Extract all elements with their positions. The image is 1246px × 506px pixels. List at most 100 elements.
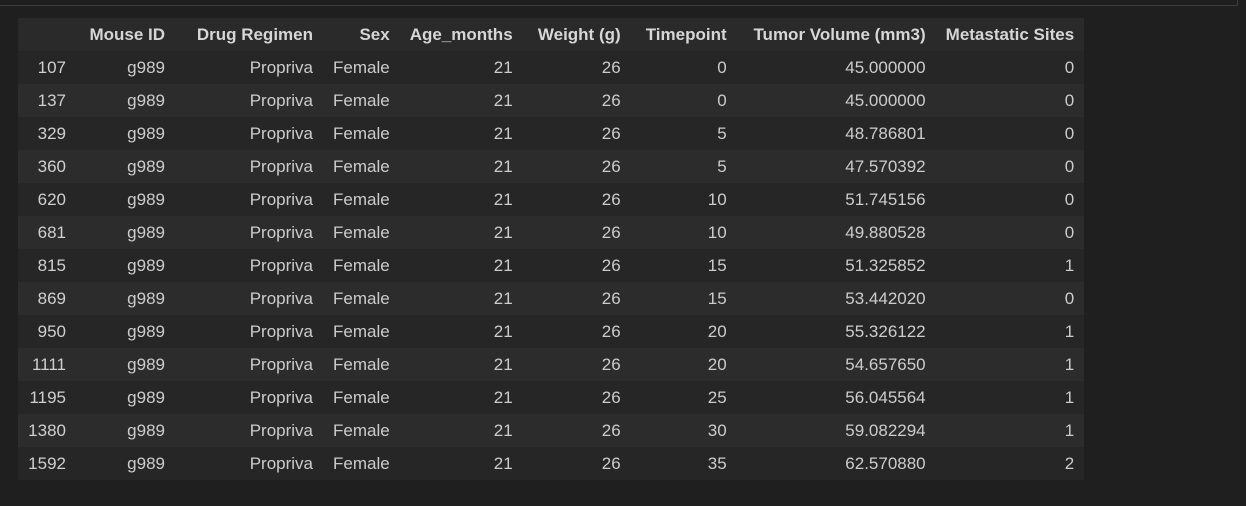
table-cell: 2 [935,447,1085,480]
table-cell: g989 [76,282,175,315]
table-cell: 0 [935,117,1085,150]
table-cell: 49.880528 [736,216,936,249]
table-cell: 20 [630,315,737,348]
table-cell: 62.570880 [736,447,936,480]
table-cell: Propriva [175,348,323,381]
row-index-cell: 681 [18,216,76,249]
table-cell: 21 [399,150,523,183]
table-cell: 15 [630,282,737,315]
column-header: Metastatic Sites [935,18,1085,51]
table-cell: Propriva [175,282,323,315]
table-row: 620 g989 Propriva Female 21 26 10 51.745156 0 [18,183,1085,216]
table-cell: 48.786801 [736,117,936,150]
table-cell: Female [323,414,400,447]
table-row: 107 g989 Propriva Female 21 26 0 45.000000 0 [18,51,1085,84]
table-cell: 21 [399,447,523,480]
header-row: Mouse ID Drug Regimen Sex Age_months Wei… [18,18,1085,51]
table-cell: 21 [399,51,523,84]
table-cell: Female [323,315,400,348]
table-body: 107 g989 Propriva Female 21 26 0 45.000000 0 137 g… [18,51,1085,480]
table-cell: 0 [935,183,1085,216]
table-cell: 0 [935,282,1085,315]
table-cell: 0 [630,84,737,117]
table-cell: g989 [76,216,175,249]
table-cell: 26 [522,51,631,84]
column-header: Drug Regimen [175,18,323,51]
table-cell: 51.745156 [736,183,936,216]
table-cell: 0 [935,51,1085,84]
table-cell: 1 [935,348,1085,381]
table-cell: 53.442020 [736,282,936,315]
table-cell: Propriva [175,447,323,480]
table-cell: 26 [522,183,631,216]
table-row: 360 g989 Propriva Female 21 26 5 47.570392 0 [18,150,1085,183]
table-cell: 26 [522,282,631,315]
table-cell: 5 [630,150,737,183]
table-cell: g989 [76,51,175,84]
column-header: Timepoint [630,18,737,51]
table-cell: 21 [399,282,523,315]
table-cell: g989 [76,84,175,117]
row-index-cell: 950 [18,315,76,348]
table-cell: 26 [522,216,631,249]
table-cell: Propriva [175,315,323,348]
row-index-cell: 1592 [18,447,76,480]
table-cell: Female [323,117,400,150]
table-cell: g989 [76,348,175,381]
table-row: 869 g989 Propriva Female 21 26 15 53.442020 0 [18,282,1085,315]
table-cell: 59.082294 [736,414,936,447]
table-row: 1111 g989 Propriva Female 21 26 20 54.657650 1 [18,348,1085,381]
table-cell: 26 [522,249,631,282]
row-index-cell: 869 [18,282,76,315]
table-cell: 56.045564 [736,381,936,414]
table-cell: g989 [76,381,175,414]
table-row: 815 g989 Propriva Female 21 26 15 51.325852 1 [18,249,1085,282]
table-row: 950 g989 Propriva Female 21 26 20 55.326122 1 [18,315,1085,348]
table-cell: 10 [630,216,737,249]
table-cell: 21 [399,249,523,282]
row-index-cell: 1380 [18,414,76,447]
table-cell: 1 [935,315,1085,348]
table-cell: 47.570392 [736,150,936,183]
row-index-cell: 329 [18,117,76,150]
table-cell: Propriva [175,414,323,447]
table-cell: 1 [935,381,1085,414]
table-row: 681 g989 Propriva Female 21 26 10 49.880528 0 [18,216,1085,249]
table-cell: 21 [399,414,523,447]
table-cell: 21 [399,117,523,150]
table-cell: 26 [522,315,631,348]
table-cell: 20 [630,348,737,381]
table-row: 1195 g989 Propriva Female 21 26 25 56.045564 1 [18,381,1085,414]
table-row: 1380 g989 Propriva Female 21 26 30 59.082294 1 [18,414,1085,447]
table-cell: 26 [522,150,631,183]
table-cell: Female [323,282,400,315]
table-cell: 45.000000 [736,84,936,117]
table-cell: 26 [522,447,631,480]
table-cell: 0 [935,84,1085,117]
table-cell: Female [323,51,400,84]
table-cell: 25 [630,381,737,414]
table-cell: Female [323,447,400,480]
column-header: Tumor Volume (mm3) [736,18,936,51]
table-row: 329 g989 Propriva Female 21 26 5 48.786801 0 [18,117,1085,150]
column-header: Weight (g) [522,18,631,51]
dataframe-table: Mouse ID Drug Regimen Sex Age_months Wei… [18,18,1085,480]
table-cell: g989 [76,315,175,348]
table-cell: g989 [76,117,175,150]
table-cell: 0 [935,150,1085,183]
table-cell: g989 [76,150,175,183]
table-cell: 0 [630,51,737,84]
table-row: 1592 g989 Propriva Female 21 26 35 62.570880 2 [18,447,1085,480]
table-cell: 0 [935,216,1085,249]
row-index-cell: 1195 [18,381,76,414]
table-cell: Female [323,381,400,414]
table-cell: g989 [76,249,175,282]
table-cell: 21 [399,348,523,381]
table-cell: 45.000000 [736,51,936,84]
row-index-cell: 1111 [18,348,76,381]
table-cell: Female [323,249,400,282]
table-cell: Female [323,348,400,381]
column-header: Sex [323,18,400,51]
table-cell: g989 [76,414,175,447]
